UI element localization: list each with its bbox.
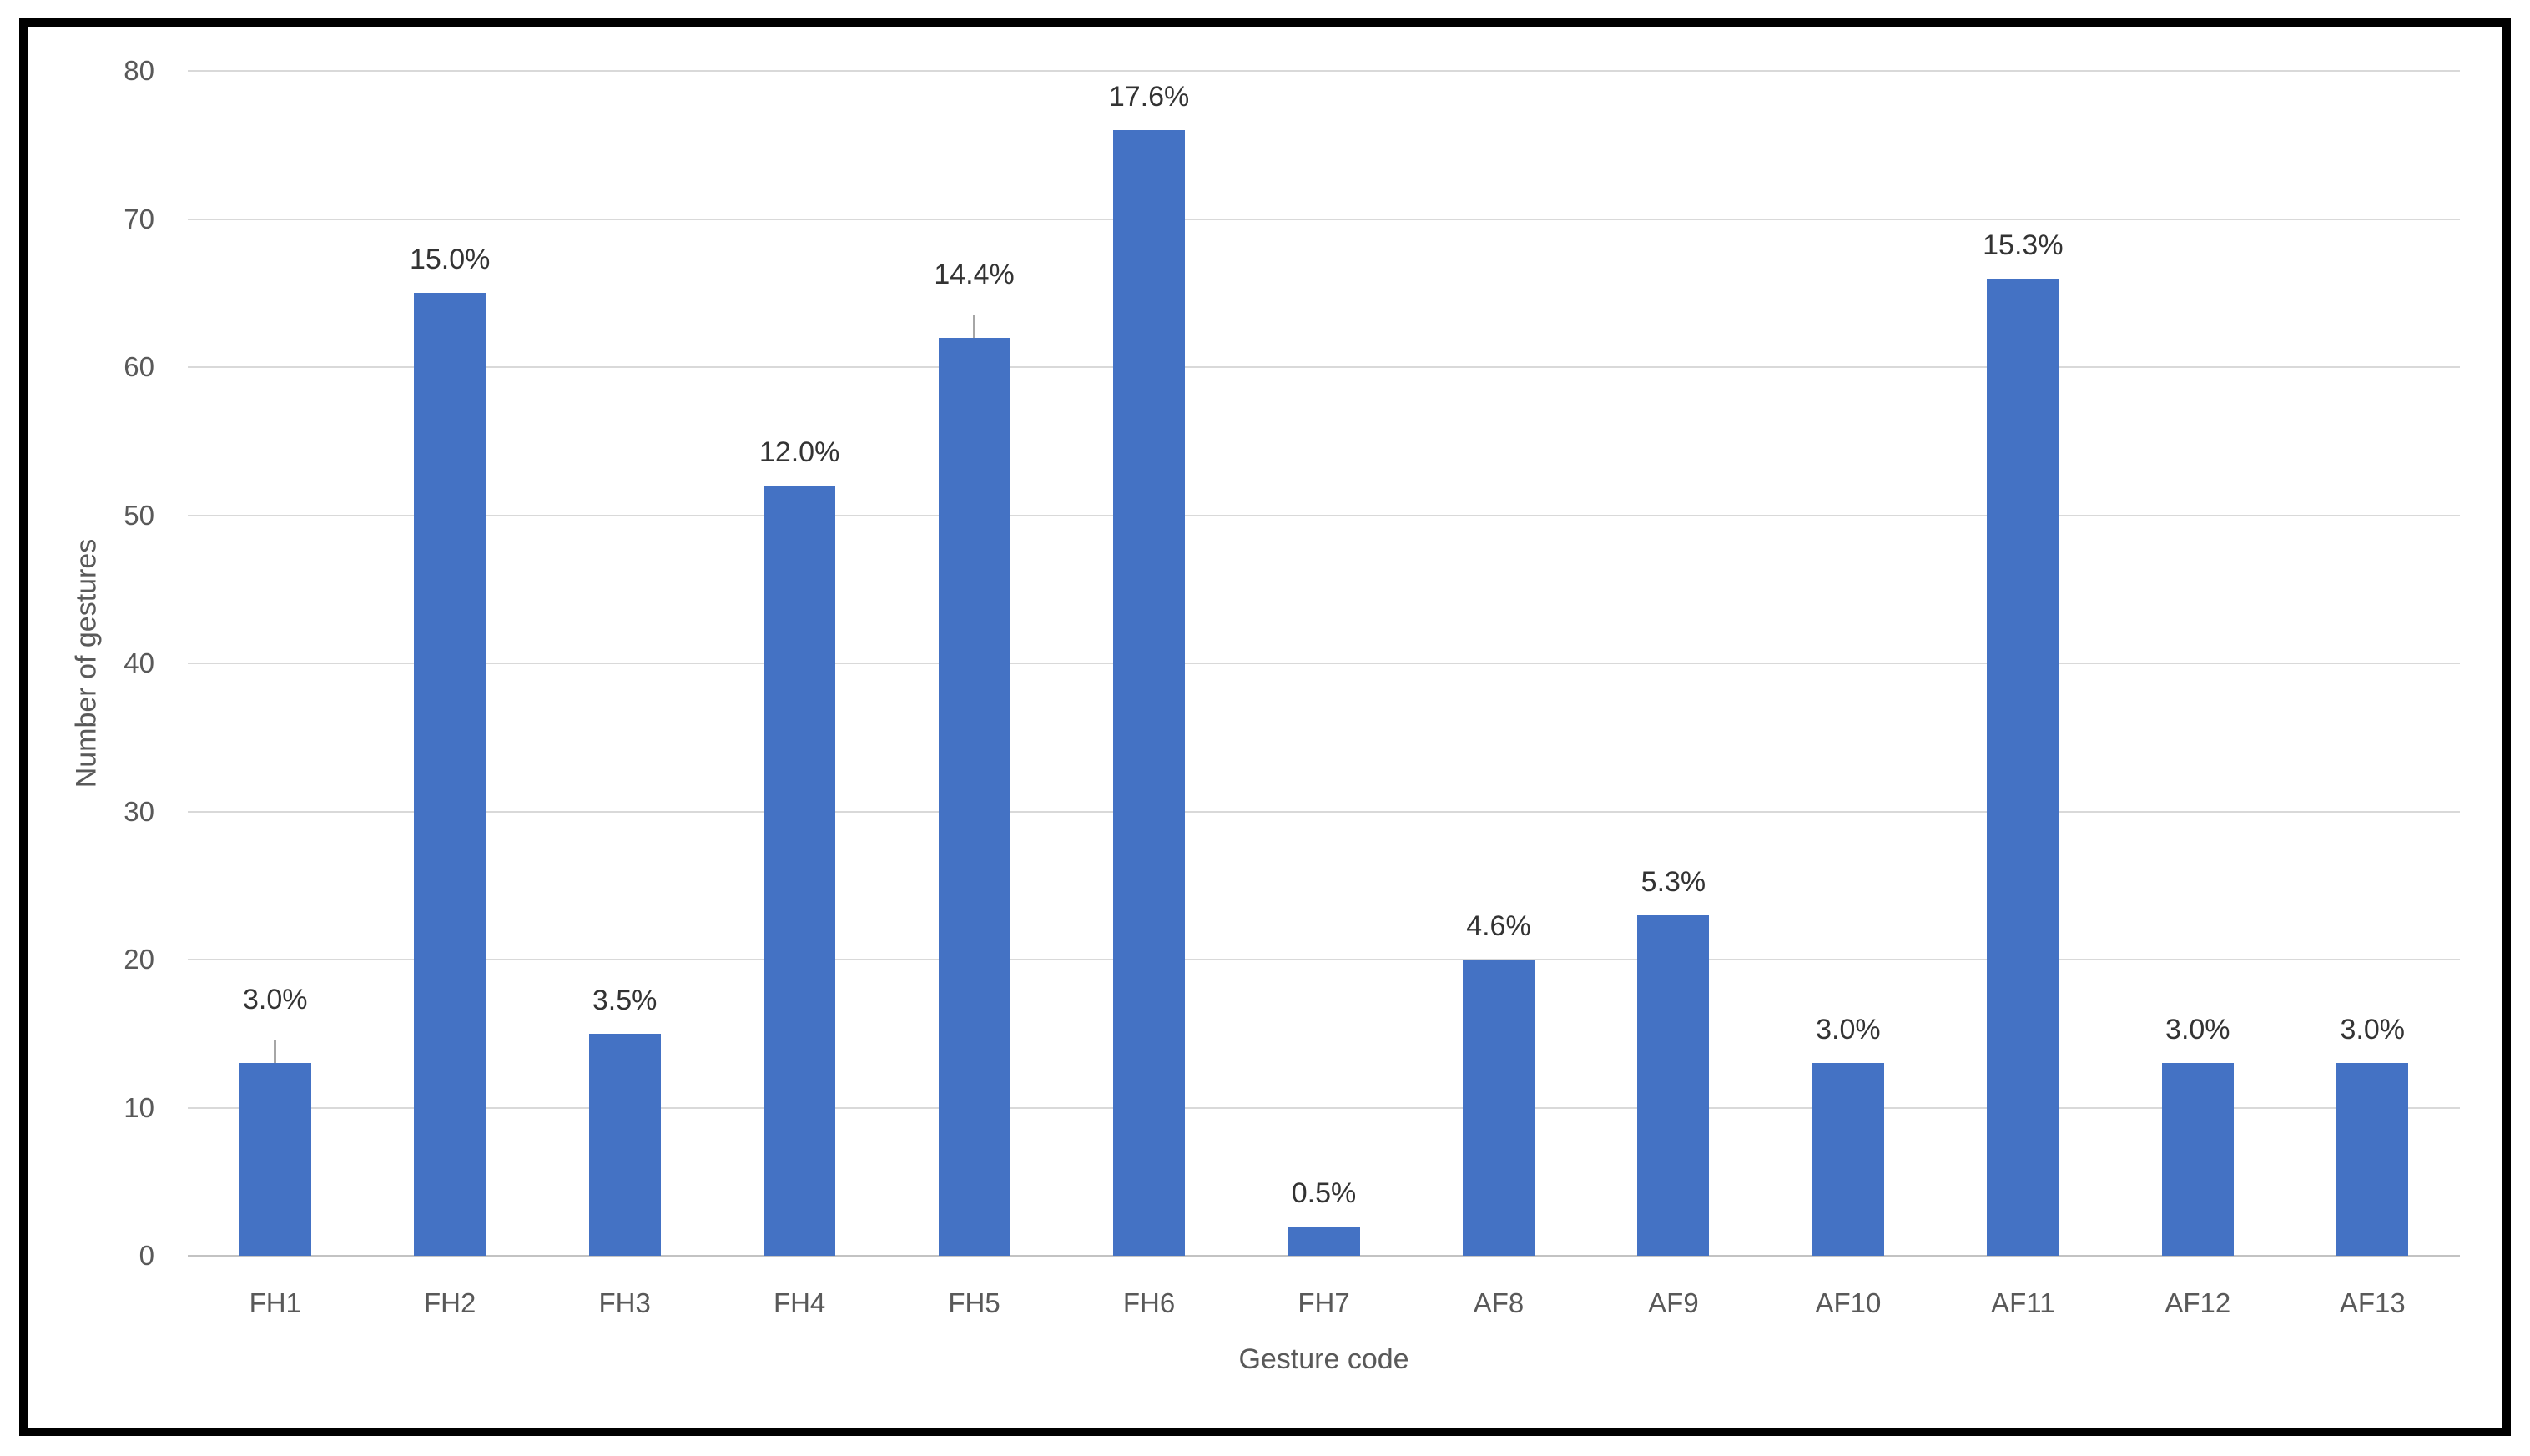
- x-tick-label-FH2: FH2: [424, 1287, 476, 1318]
- bar-AF13: [2336, 1063, 2409, 1256]
- y-tick-label-30: 30: [123, 795, 154, 827]
- x-tick-label-AF8: AF8: [1473, 1287, 1525, 1318]
- x-tick-label-FH3: FH3: [598, 1287, 651, 1318]
- bar-value-label-AF9: 5.3%: [1640, 865, 1706, 898]
- plot-area: 3.0% 15.0% 3.5% 12.0% 14.4% 17.6% 0.5% 4.6% 5.3%…: [188, 70, 2460, 1257]
- bar-FH5: [938, 337, 1010, 1256]
- x-tick-label-FH7: FH7: [1298, 1287, 1350, 1318]
- leader-line-FH1: [274, 1040, 277, 1064]
- gridline-20: [188, 959, 2460, 960]
- bar-FH6: [1113, 130, 1186, 1256]
- bar-value-label-FH7: 0.5%: [1291, 1176, 1357, 1209]
- bar-FH1: [239, 1063, 311, 1256]
- bar-value-label-AF13: 3.0%: [2340, 1014, 2406, 1046]
- gridline-70: [188, 218, 2460, 220]
- bar-value-label-FH4: 12.0%: [758, 436, 840, 468]
- gridline-0: [188, 1255, 2460, 1257]
- y-tick-label-10: 10: [123, 1091, 154, 1123]
- bar-AF12: [2161, 1063, 2234, 1256]
- bar-value-label-FH3: 3.5%: [592, 984, 658, 1016]
- bar-value-label-FH5: 14.4%: [934, 258, 1015, 290]
- gridline-50: [188, 514, 2460, 516]
- x-tick-label-FH1: FH1: [249, 1287, 301, 1318]
- bar-value-label-FH2: 15.0%: [409, 244, 491, 276]
- x-tick-label-AF10: AF10: [1815, 1287, 1882, 1318]
- x-tick-label-AF11: AF11: [1991, 1287, 2055, 1318]
- bar-FH2: [414, 293, 486, 1256]
- leader-line-FH5: [973, 315, 976, 338]
- x-axis-tick-labels: FH1 FH2 FH3 FH4 FH5 FH6 FH7 AF8 AF9 AF10 AF11 AF12 A…: [188, 1287, 2460, 1326]
- x-tick-label-AF12: AF12: [2165, 1287, 2231, 1318]
- gridline-80: [188, 70, 2460, 72]
- gridline-60: [188, 366, 2460, 368]
- y-tick-label-70: 70: [123, 203, 154, 234]
- bar-AF11: [1987, 278, 2059, 1256]
- x-tick-label-FH4: FH4: [773, 1287, 826, 1318]
- x-tick-label-FH6: FH6: [1122, 1287, 1176, 1318]
- bar-AF10: [1812, 1063, 1884, 1256]
- y-tick-label-80: 80: [123, 55, 154, 86]
- bar-value-label-AF8: 4.6%: [1466, 910, 1531, 942]
- bar-AF8: [1462, 960, 1535, 1256]
- bar-FH4: [764, 486, 836, 1256]
- bar-FH3: [588, 1033, 661, 1256]
- y-tick-label-0: 0: [139, 1240, 154, 1271]
- gridline-40: [188, 663, 2460, 664]
- bar-value-label-AF12: 3.0%: [2165, 1014, 2230, 1046]
- x-axis-title: Gesture code: [1238, 1343, 1409, 1375]
- gridline-30: [188, 810, 2460, 813]
- bar-value-label-FH6: 17.6%: [1108, 81, 1190, 113]
- bar-FH7: [1288, 1226, 1360, 1256]
- gridline-10: [188, 1106, 2460, 1109]
- x-tick-label-AF13: AF13: [2339, 1287, 2406, 1318]
- y-tick-label-50: 50: [123, 499, 154, 531]
- x-tick-label-FH5: FH5: [948, 1287, 1000, 1318]
- y-tick-label-40: 40: [123, 647, 154, 678]
- y-tick-label-20: 20: [123, 944, 154, 975]
- bar-value-label-FH1: 3.0%: [242, 984, 308, 1016]
- bar-AF9: [1637, 914, 1710, 1256]
- y-tick-label-60: 60: [123, 351, 154, 382]
- bar-value-label-AF11: 15.3%: [1983, 229, 2064, 261]
- y-axis-tick-labels: 0 10 20 30 40 50 60 70 80: [0, 55, 154, 1271]
- bar-value-label-AF10: 3.0%: [1816, 1014, 1881, 1046]
- x-tick-label-AF9: AF9: [1648, 1287, 1699, 1318]
